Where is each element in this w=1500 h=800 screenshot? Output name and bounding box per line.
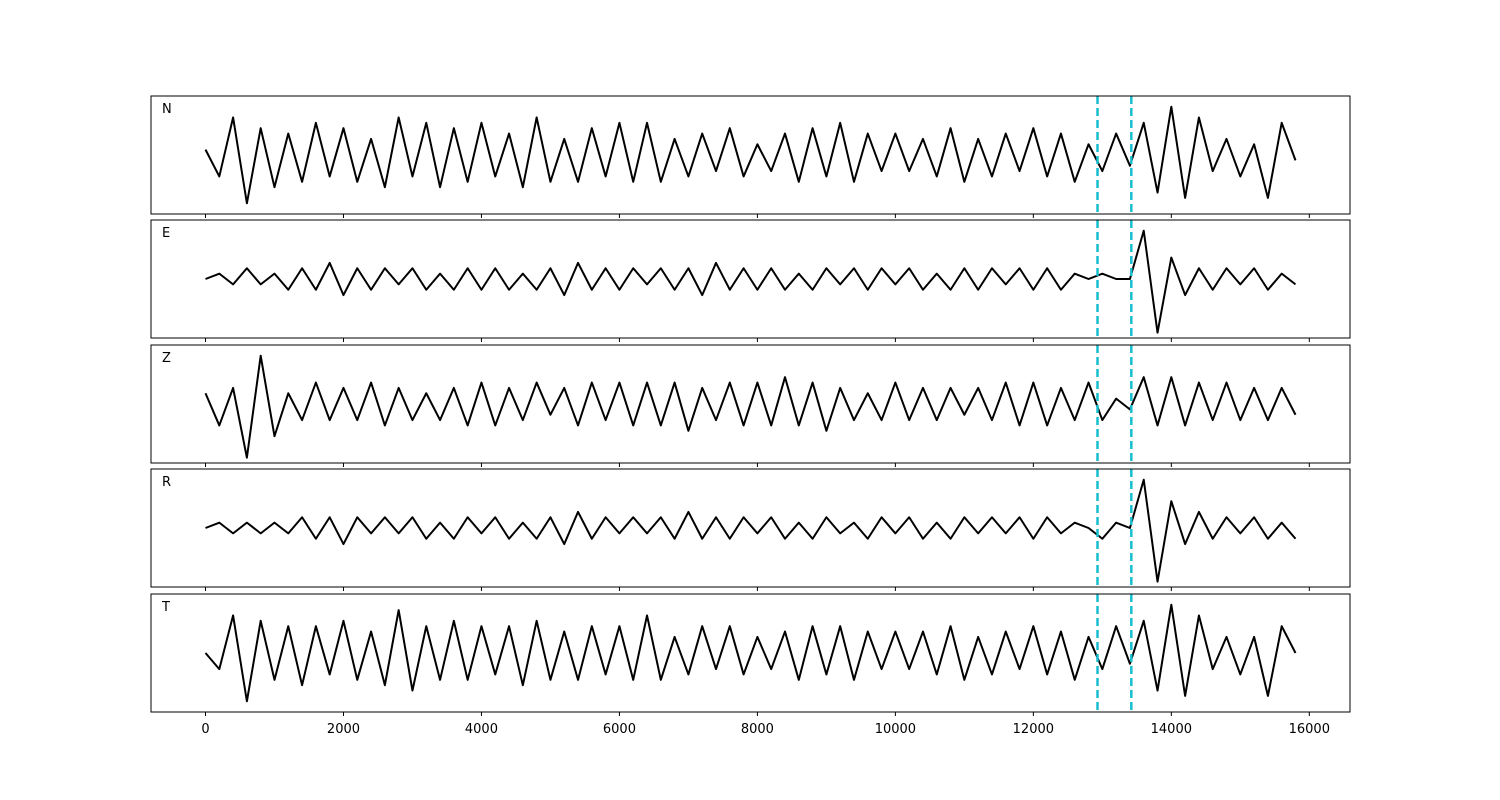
panel-label: T [161,600,170,615]
panel-label: N [162,102,172,117]
x-tick-label: 12000 [1013,722,1054,737]
panel-label: E [162,226,170,241]
panel-label: R [162,475,171,490]
trace [205,478,1297,583]
panel-frame [150,593,1351,713]
trace [204,105,1297,205]
x-tick-label: 14000 [1151,722,1192,737]
trace [205,229,1297,334]
panel-frame [150,219,1351,339]
x-tick-label: 2000 [327,722,360,737]
trace [204,603,1297,703]
x-tick-label: 10000 [875,722,916,737]
x-tick-label: 0 [201,722,209,737]
x-tick-label: 4000 [465,722,498,737]
trace [204,354,1297,459]
x-tick-label: 6000 [603,722,636,737]
panel-label: Z [162,351,171,366]
panel-frame [150,95,1351,215]
panel-frame [150,468,1351,588]
x-tick-label: 16000 [1289,722,1330,737]
x-tick-label: 8000 [741,722,774,737]
panel-frame [150,344,1351,464]
